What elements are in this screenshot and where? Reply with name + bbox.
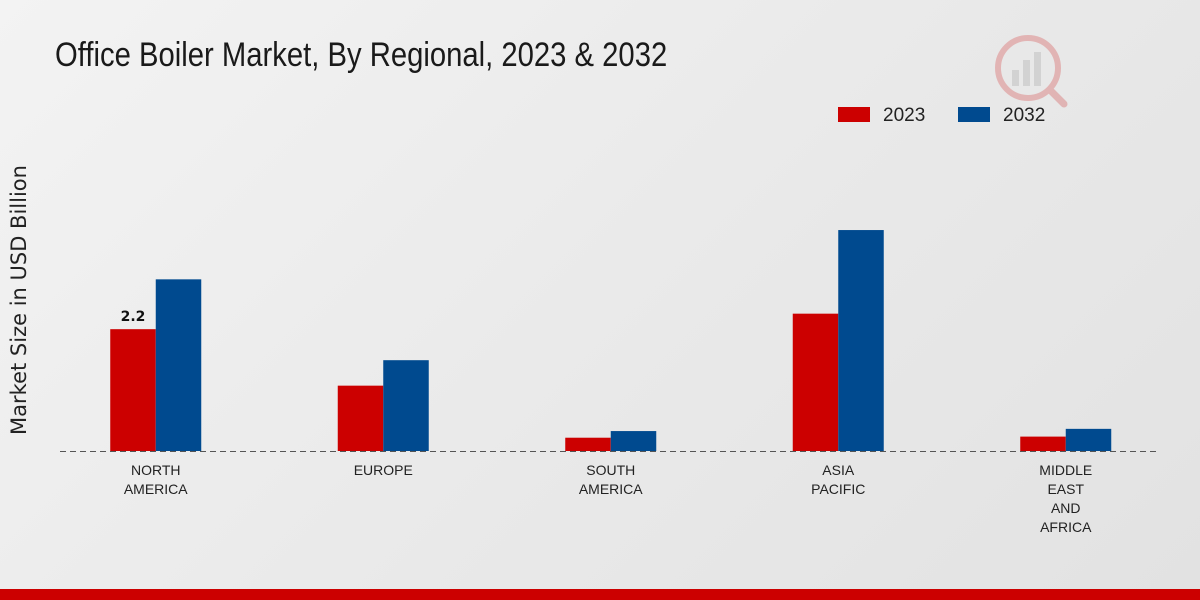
legend-label-2032: 2032 [1003,105,1045,126]
x-tick-label: EUROPE [354,462,413,478]
x-tick-label-line: AND [1051,500,1081,516]
chart-title: Office Boiler Market, By Regional, 2023 … [55,36,668,74]
bar-asia-pacific-2032 [838,230,884,451]
bar-europe-2032 [383,360,429,451]
legend-label-2023: 2023 [883,105,925,126]
bar-north-america-2032 [155,279,202,451]
x-tick-label-line: SOUTH [586,462,635,478]
bar-asia-pacific-2023 [792,313,839,451]
legend-swatch-2023 [838,107,870,122]
bar-middle-east-and-africa-2032 [1065,428,1112,451]
data-label: 2.2 [121,309,146,325]
x-tick-label-line: ASIA [822,462,855,478]
x-tick-label: MIDDLE EAST AND AFRICA [1039,462,1092,535]
x-tick-label: SOUTH AMERICA [579,462,643,497]
x-tick-label-line: NORTH [131,462,181,478]
x-tick-label: NORTH AMERICA [124,462,188,497]
bar-south-america-2032 [610,431,657,451]
x-tick-label-line: EAST [1047,481,1084,497]
y-axis-title: Market Size in USD Billion [7,165,31,435]
bar-north-america-2023 [110,329,156,451]
footer-accent-bar [0,589,1200,600]
x-tick-label: ASIA PACIFIC [811,462,865,497]
bar-south-america-2023 [565,437,611,451]
x-tick-label-line: AFRICA [1040,519,1092,535]
x-tick-label-line: PACIFIC [811,481,865,497]
bar-middle-east-and-africa-2023 [1020,436,1066,451]
x-tick-label-line: AMERICA [579,481,643,497]
x-tick-label-line: MIDDLE [1039,462,1092,478]
x-tick-label-line: AMERICA [124,481,188,497]
legend-swatch-2032 [958,107,990,122]
bar-europe-2023 [337,385,384,451]
logo-watermark-icon [995,35,1068,108]
x-tick-label-line: EUROPE [354,462,413,478]
